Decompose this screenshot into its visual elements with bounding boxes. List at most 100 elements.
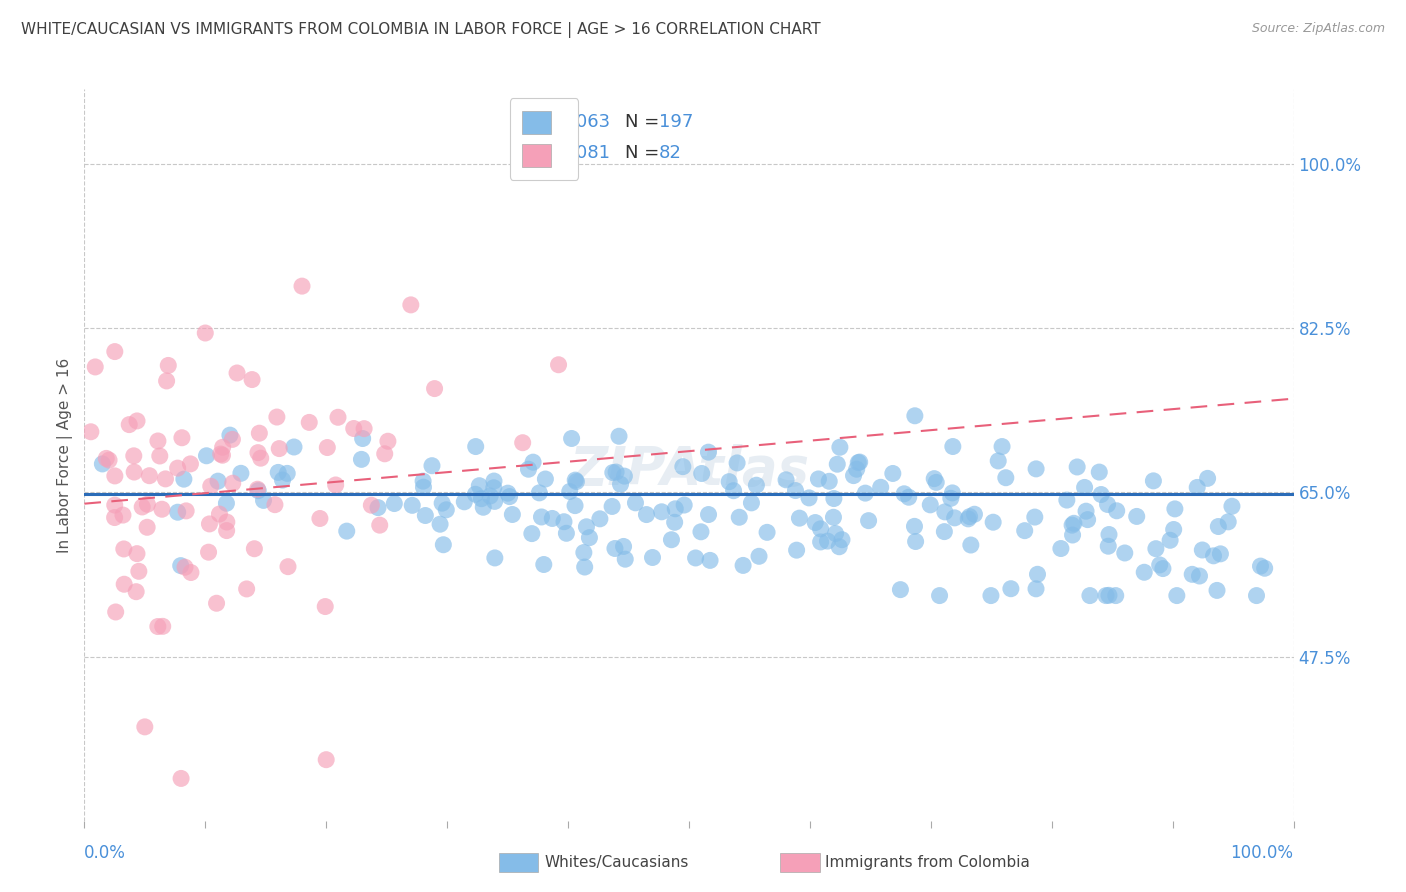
Point — [1246, 589, 1268, 603]
Point — [1078, 589, 1101, 603]
Point — [246, 482, 269, 496]
Point — [1000, 582, 1022, 596]
Text: R =: R = — [520, 113, 558, 131]
Point — [277, 559, 299, 574]
Text: N =: N = — [624, 113, 665, 131]
Text: 0.0%: 0.0% — [84, 844, 127, 862]
Point — [1188, 569, 1211, 583]
Point — [740, 496, 762, 510]
Point — [125, 584, 148, 599]
Point — [484, 550, 506, 565]
Point — [517, 462, 540, 476]
Point — [496, 486, 519, 500]
Point — [420, 458, 443, 473]
Point — [429, 517, 451, 532]
Point — [673, 498, 696, 512]
Point — [561, 432, 583, 446]
Point — [810, 535, 832, 549]
Text: Source: ZipAtlas.com: Source: ZipAtlas.com — [1251, 22, 1385, 36]
Point — [600, 500, 623, 514]
Point — [672, 459, 695, 474]
Point — [605, 465, 627, 479]
Point — [482, 481, 505, 495]
Point — [1098, 588, 1121, 602]
Point — [1066, 460, 1088, 475]
Point — [399, 298, 422, 312]
Text: ZIPAtlas: ZIPAtlas — [569, 443, 808, 496]
Point — [1026, 567, 1049, 582]
Point — [423, 382, 446, 396]
Point — [104, 605, 127, 619]
Point — [122, 465, 145, 479]
Point — [564, 499, 586, 513]
Text: R =: R = — [520, 144, 558, 161]
Point — [690, 467, 713, 481]
Point — [267, 466, 290, 480]
Point — [180, 566, 202, 580]
Point — [824, 526, 846, 541]
Point — [155, 374, 177, 388]
Point — [128, 564, 150, 578]
Point — [205, 596, 228, 610]
Point — [520, 526, 543, 541]
Point — [1202, 549, 1225, 563]
Point — [276, 467, 298, 481]
Point — [1114, 546, 1136, 560]
Point — [174, 560, 197, 574]
Point — [641, 550, 664, 565]
Point — [1063, 516, 1085, 531]
Point — [934, 505, 956, 519]
Point — [1208, 519, 1230, 533]
Text: 197: 197 — [659, 113, 693, 131]
Point — [80, 425, 103, 439]
Point — [1181, 567, 1204, 582]
Point — [104, 498, 127, 512]
Point — [249, 451, 271, 466]
Point — [607, 429, 630, 443]
Point — [350, 452, 373, 467]
Point — [315, 753, 337, 767]
Point — [1050, 541, 1073, 556]
Point — [252, 493, 274, 508]
Point — [434, 503, 457, 517]
Point — [131, 500, 153, 514]
Point — [198, 516, 221, 531]
Point — [807, 472, 830, 486]
Point — [1095, 589, 1118, 603]
Point — [1152, 561, 1174, 575]
Point — [1164, 502, 1187, 516]
Point — [893, 487, 915, 501]
Point — [1073, 480, 1095, 494]
Point — [756, 525, 779, 540]
Point — [789, 511, 811, 525]
Point — [1025, 582, 1047, 596]
Point — [575, 520, 598, 534]
Point — [786, 543, 808, 558]
Point — [111, 508, 134, 522]
Point — [848, 455, 870, 469]
Point — [728, 510, 751, 524]
Point — [412, 480, 434, 494]
Point — [1163, 523, 1185, 537]
Point — [723, 483, 745, 498]
Point — [1218, 515, 1240, 529]
Point — [134, 720, 156, 734]
Point — [904, 534, 927, 549]
Point — [470, 491, 492, 506]
Point — [215, 524, 238, 538]
Point — [831, 533, 853, 547]
Point — [980, 589, 1002, 603]
Point — [221, 433, 243, 447]
Point — [453, 495, 475, 509]
Point — [136, 520, 159, 534]
Point — [1149, 558, 1171, 572]
Point — [828, 540, 851, 554]
Point — [613, 469, 636, 483]
Point — [853, 486, 876, 500]
Point — [897, 490, 920, 504]
Point — [326, 410, 349, 425]
Point — [664, 516, 686, 530]
Point — [828, 440, 851, 454]
Point — [602, 466, 624, 480]
Point — [725, 456, 748, 470]
